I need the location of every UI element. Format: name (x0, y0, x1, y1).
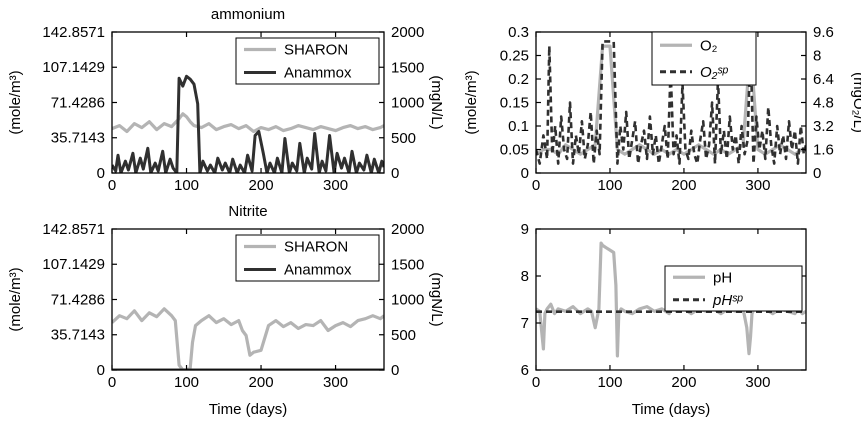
ph-x-tick-label: 200 (671, 374, 696, 391)
ammonium-y-tick-label: 35.7143 (51, 130, 105, 147)
ph-y-tick-label: 6 (521, 362, 529, 379)
nitrite-legend: SHARON Anammox (235, 234, 380, 282)
oxygen-legend: O₂ O₂ˢᵖ (651, 31, 757, 86)
oxygen-series-b-line (536, 40, 806, 165)
ph-y-tick-label: 9 (521, 221, 529, 238)
oxygen-legend-label: O₂ (700, 37, 718, 54)
nitrite-panel: 0 100 200 300 0 35.7143 71.4286 107.1429 142.857… (7, 203, 445, 418)
ammonium-y-right-tick-label: 0 (391, 165, 399, 182)
nitrite-y-tick-label: 35.7143 (51, 327, 105, 344)
ph-x-tick-label: 100 (597, 374, 622, 391)
nitrite-x-tick-label: 200 (249, 374, 274, 391)
nitrite-y-tick-label: 142.8571 (42, 221, 105, 238)
oxygen-y-right-tick-label: 9.6 (813, 24, 834, 41)
nitrite-legend-label: Anammox (284, 262, 352, 279)
oxygen-y-axis-label: (mole/m³) (463, 70, 480, 134)
oxygen-y-tick-label: 0.05 (500, 142, 529, 159)
ammonium-y-tick-label: 142.8571 (42, 24, 105, 41)
oxygen-x-tick-label: 200 (671, 177, 696, 194)
nitrite-y-axis-label: (mole/m³) (7, 267, 24, 331)
oxygen-y-right-tick-label: 8 (813, 48, 821, 65)
ph-y-tick-label: 7 (521, 315, 529, 332)
nitrite-y-right-tick-label: 0 (391, 362, 399, 379)
ammonium-x-tick-label: 0 (108, 177, 116, 194)
ph-panel: 0 100 200 300 6 7 8 9 Time (days) pH pHˢᵖ (521, 221, 807, 418)
nitrite-y-tick-label: 0 (97, 362, 105, 379)
oxygen-y-right-tick-label: 0 (813, 165, 821, 182)
oxygen-y-right-tick-label: 4.8 (813, 95, 834, 112)
oxygen-panel: 0 100 200 300 0 0.05 0.1 0.15 0.2 0.25 0.3 0 1.6 3.2 4… (463, 24, 861, 194)
nitrite-y-right-tick-label: 1000 (391, 292, 424, 309)
ammonium-y-right-tick-label: 2000 (391, 24, 424, 41)
oxygen-x-tick-label: 0 (532, 177, 540, 194)
oxygen-legend-label: O₂ˢᵖ (700, 64, 728, 81)
ph-legend-label: pH (713, 269, 732, 286)
ammonium-y-right-tick-label: 500 (391, 130, 416, 147)
nitrite-legend-label: SHARON (284, 239, 348, 256)
ph-axes-frame (535, 228, 807, 371)
oxygen-y-right-tick-label: 6.4 (813, 71, 834, 88)
nitrite-y-right-axis-label: (mgN/L) (428, 272, 445, 326)
nitrite-x-axis-label: Time (days) (209, 401, 288, 418)
ammonium-x-tick-label: 100 (174, 177, 199, 194)
oxygen-y-tick-label: 0.25 (500, 48, 529, 65)
ammonium-y-tick-label: 107.1429 (42, 59, 105, 76)
ph-x-tick-label: 0 (532, 374, 540, 391)
ph-x-tick-label: 300 (745, 374, 770, 391)
nitrite-y-tick-label: 107.1429 (42, 256, 105, 273)
oxygen-y-tick-label: 0.2 (508, 71, 529, 88)
ammonium-series-b-line (112, 74, 384, 173)
oxygen-y-right-tick-label: 3.2 (813, 118, 834, 135)
oxygen-y-right-axis-label: (mgO₂/L) (850, 72, 861, 133)
ph-legend-label: pHˢᵖ (712, 292, 743, 309)
nitrite-x-tick-label: 100 (174, 374, 199, 391)
oxygen-y-right-tick-label: 1.6 (813, 142, 834, 159)
ammonium-legend-label: Anammox (284, 65, 352, 82)
ammonium-y-right-tick-label: 1000 (391, 95, 424, 112)
ph-x-axis-label: Time (days) (632, 401, 711, 418)
nitrite-series-a-line (112, 307, 384, 370)
ammonium-y-right-tick-label: 1500 (391, 59, 424, 76)
oxygen-y-tick-label: 0 (521, 165, 529, 182)
nitrite-x-tick-label: 300 (323, 374, 348, 391)
ph-legend: pH pHˢᵖ (664, 265, 803, 312)
nitrite-y-right-tick-label: 2000 (391, 221, 424, 238)
nitrite-y-right-tick-label: 500 (391, 327, 416, 344)
ammonium-y-tick-label: 0 (97, 165, 105, 182)
ammonium-legend: SHARON Anammox (235, 37, 380, 85)
ammonium-y-right-axis-label: (mgN/L) (428, 75, 445, 129)
ammonium-panel: 0 100 200 300 0 35.7143 71.4286 107.1429 142.857… (7, 6, 445, 194)
oxygen-y-tick-label: 0.15 (500, 95, 529, 112)
ammonium-x-tick-label: 300 (323, 177, 348, 194)
ammonium-title: ammonium (211, 6, 285, 23)
ammonium-y-tick-label: 71.4286 (51, 94, 105, 111)
nitrite-y-right-tick-label: 1500 (391, 256, 424, 273)
oxygen-y-tick-label: 0.1 (508, 118, 529, 135)
nitrite-x-tick-label: 0 (108, 374, 116, 391)
ammonium-legend-label: SHARON (284, 42, 348, 59)
ammonium-y-axis-label: (mole/m³) (7, 70, 24, 134)
oxygen-x-tick-label: 100 (597, 177, 622, 194)
nitrite-title: Nitrite (228, 203, 267, 220)
nitrite-y-tick-label: 71.4286 (51, 291, 105, 308)
oxygen-y-tick-label: 0.3 (508, 24, 529, 41)
ammonium-x-tick-label: 200 (249, 177, 274, 194)
ph-y-tick-label: 8 (521, 268, 529, 285)
ammonium-series-a-line (112, 112, 384, 134)
oxygen-x-tick-label: 300 (745, 177, 770, 194)
